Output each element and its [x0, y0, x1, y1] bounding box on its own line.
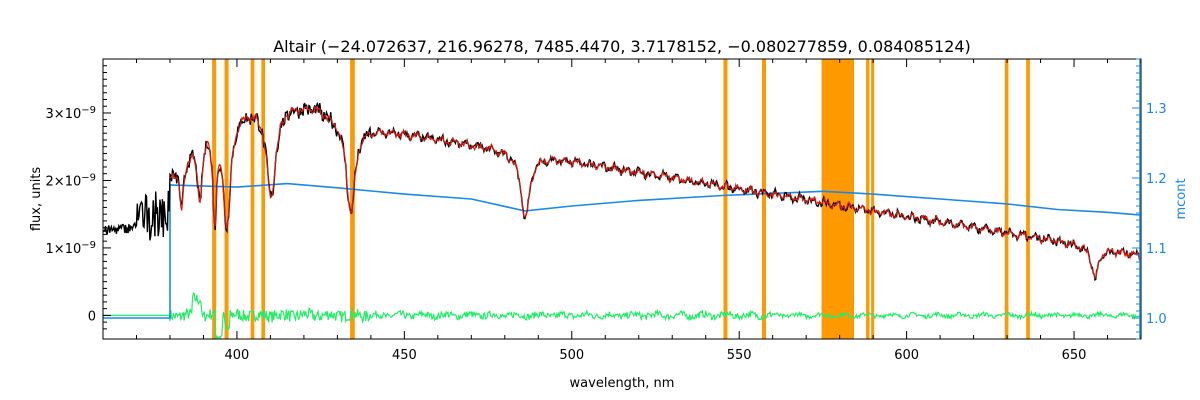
y2-axis-label: mcont: [1174, 178, 1189, 219]
y-tick-label: 2×10−9: [46, 172, 96, 189]
masked-region-9: [866, 59, 870, 339]
masked-regions: [212, 59, 1030, 339]
x-axis-label: wavelength, nm: [570, 376, 675, 391]
x-tick-label: 400: [225, 348, 250, 363]
y-axis-label: flux, units: [29, 167, 44, 232]
x-tick-label: 650: [1062, 348, 1087, 363]
x-axis-ticks: 400 450 500 550 600 650: [102, 59, 1142, 363]
y2-axis-ticks: 1.0 1.1 1.2 1.3: [1132, 58, 1167, 340]
x-tick-label: 500: [559, 348, 584, 363]
y-tick-label: 0: [88, 309, 96, 324]
masked-region-12: [1026, 59, 1030, 339]
observed-series: [102, 101, 1142, 281]
masked-region-11: [1004, 59, 1009, 339]
x-tick-label: 600: [894, 348, 919, 363]
residual-series: [103, 292, 1142, 340]
masked-region-6: [723, 59, 728, 339]
plot-frame: [102, 58, 1142, 340]
masked-region-4: [261, 59, 266, 339]
model-series: [169, 105, 1142, 280]
y2-tick-label: 1.3: [1146, 102, 1167, 117]
y-tick-label: 1×10−9: [46, 240, 96, 257]
masked-region-10: [871, 59, 875, 339]
masked-region-8: [821, 59, 855, 339]
y2-tick-label: 1.2: [1146, 172, 1167, 187]
y-axis-ticks: 0 1×10−9 2×10−9 3×10−9: [46, 65, 111, 330]
x-tick-label: 550: [727, 348, 752, 363]
x-tick-label: 450: [392, 348, 417, 363]
masked-region-3: [250, 59, 255, 339]
masked-region-2: [224, 59, 229, 339]
continuum-series: [103, 182, 1142, 319]
y2-tick-label: 1.0: [1146, 312, 1167, 327]
masked-region-7: [761, 59, 766, 339]
y2-tick-label: 1.1: [1146, 242, 1167, 257]
y-tick-label: 3×10−9: [46, 105, 96, 122]
chart-title: Altair (−24.072637, 216.96278, 7485.4470…: [273, 37, 971, 56]
masked-region-1: [212, 59, 217, 339]
spectrum-lines: [102, 101, 1142, 340]
